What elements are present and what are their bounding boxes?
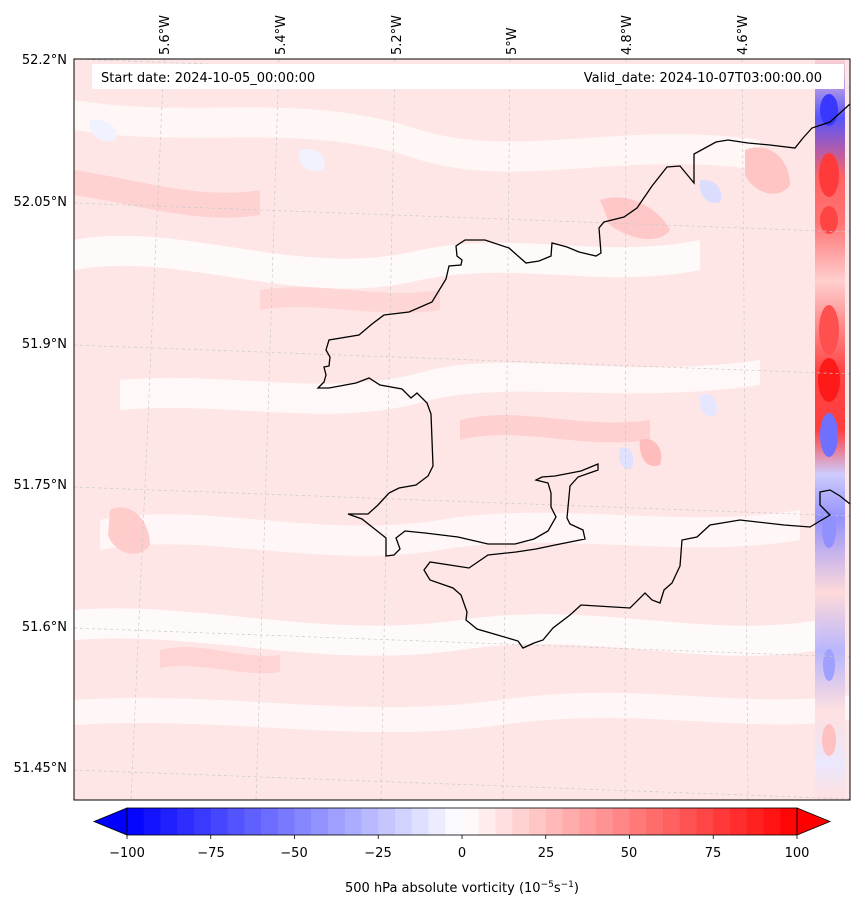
colorbar-cell xyxy=(127,808,145,835)
colorbar-extend-max xyxy=(796,807,832,836)
colorbar-cell xyxy=(445,808,463,835)
cb-tick-label: −100 xyxy=(109,846,145,861)
colorbar-ticks xyxy=(126,835,798,839)
colorbar-tick-labels: −100 −75 −50 −25 0 25 50 75 100 xyxy=(109,846,809,861)
colorbar-cell xyxy=(328,808,346,835)
cb-tick-label: −50 xyxy=(280,846,307,861)
start-date-label: Start date: 2024-10-05_00:00:00 xyxy=(101,71,315,86)
colorbar-extend-min xyxy=(92,807,128,836)
graticule xyxy=(74,59,850,800)
colorbar-cell xyxy=(663,808,681,835)
colorbar-cell xyxy=(378,808,396,835)
lon-label-4-6w: 4.6°W xyxy=(736,15,751,55)
colorbar-cell xyxy=(194,808,212,835)
colorbar-cell xyxy=(495,808,513,835)
cb-tick-label: −75 xyxy=(197,846,224,861)
colorbar-cell xyxy=(462,808,480,835)
colorbar-cell xyxy=(361,808,379,835)
colorbar-cell xyxy=(177,808,195,835)
colorbar-cell xyxy=(294,808,312,835)
colorbar-cell xyxy=(629,808,647,835)
cb-tick-label: 75 xyxy=(705,846,722,861)
colorbar-cell xyxy=(713,808,731,835)
latitude-labels: 52.2°N 52.05°N 51.9°N 51.75°N 51.6°N 51.… xyxy=(14,53,67,776)
lon-label-5-6w: 5.6°W xyxy=(158,15,173,55)
colorbar-cell xyxy=(612,808,630,835)
colorbar-cell xyxy=(763,808,781,835)
colorbar-cell xyxy=(579,808,597,835)
colorbar-cell xyxy=(596,808,614,835)
lon-label-4-8w: 4.8°W xyxy=(620,15,635,55)
lon-label-5-4w: 5.4°W xyxy=(274,15,289,55)
lat-label-52-2n: 52.2°N xyxy=(22,53,67,68)
colorbar-cell xyxy=(227,808,245,835)
map-panel xyxy=(74,59,850,800)
colorbar-cell xyxy=(311,808,329,835)
colorbar-cell xyxy=(545,808,563,835)
colorbar-cell xyxy=(478,808,496,835)
cb-tick-label: 25 xyxy=(538,846,555,861)
cb-tick-label: 100 xyxy=(785,846,810,861)
colorbar-cell xyxy=(261,808,279,835)
colorbar-cell xyxy=(143,808,161,835)
colorbar-cell xyxy=(746,808,764,835)
colorbar-cell xyxy=(512,808,530,835)
colorbar-cell xyxy=(780,808,798,835)
colorbar-cell xyxy=(730,808,748,835)
colorbar-cell xyxy=(395,808,413,835)
lat-label-52-05n: 52.05°N xyxy=(14,195,67,210)
colorbar-cell xyxy=(411,808,429,835)
lon-label-5-2w: 5.2°W xyxy=(390,15,405,55)
lat-label-51-9n: 51.9°N xyxy=(22,337,67,352)
colorbar-title: 500 hPa absolute vorticity (10−5s−1) xyxy=(345,880,579,896)
colorbar-cell xyxy=(529,808,547,835)
colorbar-cell xyxy=(696,808,714,835)
coastline-north xyxy=(316,103,850,649)
cb-tick-label: −25 xyxy=(364,846,391,861)
vorticity-field-bands xyxy=(74,100,850,733)
coastline xyxy=(316,103,850,649)
colorbar-cell xyxy=(210,808,228,835)
colorbar-cell xyxy=(244,808,262,835)
lat-label-51-75n: 51.75°N xyxy=(14,478,67,493)
longitude-labels: 5.6°W 5.4°W 5.2°W 5°W 4.8°W 4.6°W xyxy=(158,15,751,55)
colorbar-cell xyxy=(277,808,295,835)
colorbar-cell xyxy=(646,808,664,835)
colorbar-cell xyxy=(562,808,580,835)
cb-tick-label: 0 xyxy=(458,846,466,861)
colorbar-cells xyxy=(127,808,798,835)
lon-label-5w: 5°W xyxy=(505,27,520,55)
colorbar-cell xyxy=(679,808,697,835)
colorbar-cell xyxy=(428,808,446,835)
colorbar-cell xyxy=(344,808,362,835)
cb-tick-label: 50 xyxy=(621,846,638,861)
lat-label-51-45n: 51.45°N xyxy=(14,761,67,776)
map-header-background xyxy=(92,64,844,89)
map-frame xyxy=(73,58,851,801)
lat-label-51-6n: 51.6°N xyxy=(22,620,67,635)
map-header: Start date: 2024-10-05_00:00:00 Valid_da… xyxy=(92,64,844,89)
colorbar: −100 −75 −50 −25 0 25 50 75 100 500 hPa … xyxy=(92,807,832,896)
colorbar-cell xyxy=(160,808,178,835)
valid-date-label: Valid_date: 2024-10-07T03:00:00.00 xyxy=(584,71,822,86)
